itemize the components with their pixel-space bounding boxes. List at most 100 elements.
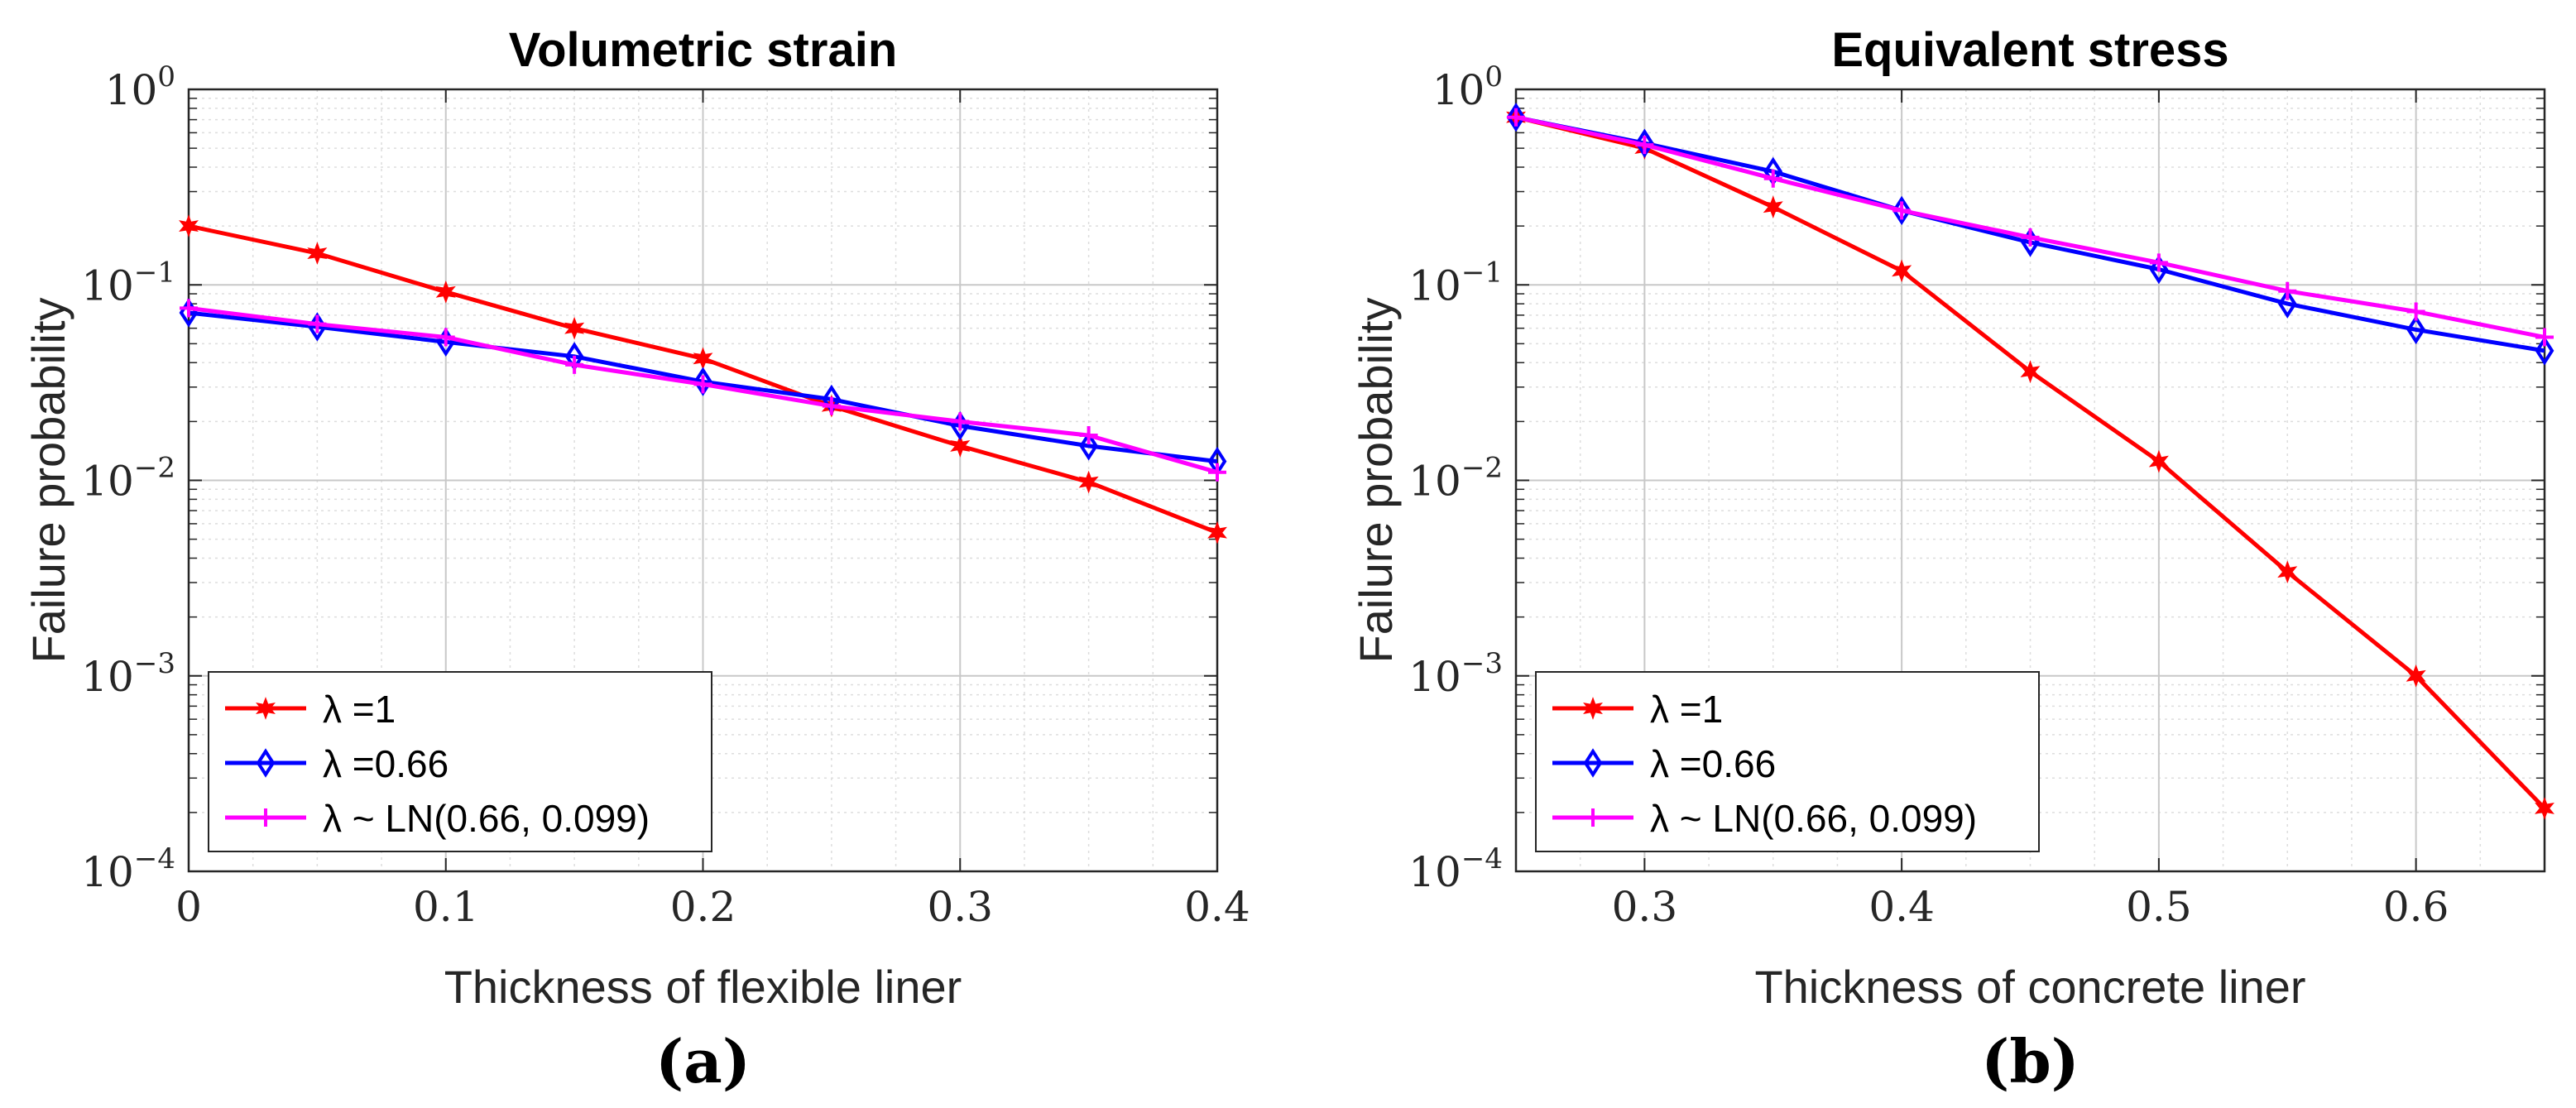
y-tick-label: 10−4 — [1408, 842, 1503, 896]
data-point — [564, 316, 585, 340]
y-tick-base: 10 — [105, 66, 158, 114]
data-point — [693, 375, 712, 394]
chart-title: Volumetric strain — [509, 23, 898, 77]
y-tick-exponent: −1 — [1461, 256, 1503, 289]
legend-item: λ ~ LN(0.66, 0.099) — [1552, 797, 1977, 840]
x-tick-label: 0.3 — [927, 883, 993, 931]
y-tick-exponent: −2 — [1461, 452, 1503, 485]
series-2 — [180, 299, 1226, 482]
y-tick-exponent: −1 — [134, 256, 175, 289]
y-tick-base: 10 — [1408, 653, 1461, 701]
data-point — [1208, 463, 1226, 482]
panel-caption: (b) — [1981, 1026, 2079, 1096]
data-point — [1207, 520, 1227, 544]
data-point — [1892, 201, 1912, 220]
y-tick-base: 10 — [81, 261, 134, 309]
legend-marker — [256, 748, 276, 778]
y-tick-base: 10 — [1408, 458, 1461, 506]
data-point — [2406, 302, 2425, 321]
data-point — [1079, 431, 1099, 461]
y-tick-label: 10−4 — [81, 842, 175, 896]
data-point — [822, 396, 841, 415]
data-point — [1763, 169, 1782, 188]
data-point — [179, 214, 199, 237]
legend: λ =1 λ =0.66 λ ~ LN(0.66, 0.099) — [208, 671, 712, 852]
y-axis-label: Failure probability — [22, 298, 74, 664]
data-point — [2406, 664, 2426, 688]
data-point — [1078, 470, 1099, 494]
data-point — [308, 314, 327, 333]
y-tick-exponent: −3 — [134, 647, 175, 680]
y-tick-base: 10 — [1408, 848, 1461, 896]
data-point — [180, 299, 198, 318]
y-tick-base: 10 — [81, 653, 134, 701]
legend-item: λ ~ LN(0.66, 0.099) — [225, 797, 650, 840]
data-point — [2535, 328, 2554, 347]
y-tick-label: 100 — [105, 60, 175, 114]
x-tick-label: 0.5 — [2126, 883, 2192, 931]
data-point — [2149, 253, 2168, 272]
legend-label: λ ~ LN(0.66, 0.099) — [1650, 797, 1977, 840]
legend-item: λ =0.66 — [225, 742, 449, 785]
data-point — [2148, 449, 2169, 473]
legend-label: λ =0.66 — [1650, 742, 1776, 785]
legend-item: λ =0.66 — [1552, 742, 1776, 785]
data-point — [436, 328, 455, 347]
legend-label: λ =1 — [1650, 688, 1723, 731]
series-0 — [1506, 105, 2554, 820]
x-tick-label: 0 — [175, 883, 202, 931]
x-tick-label: 0.6 — [2383, 883, 2449, 931]
legend-label: λ =0.66 — [323, 742, 449, 785]
data-point — [950, 434, 971, 458]
data-point — [1892, 259, 1912, 283]
x-axis-label: Thickness of flexible liner — [444, 961, 962, 1013]
data-point — [307, 242, 328, 265]
y-tick-exponent: −2 — [134, 452, 175, 485]
y-tick-base: 10 — [81, 458, 134, 506]
data-point — [2278, 281, 2297, 300]
y-tick-base: 10 — [1408, 261, 1461, 309]
y-tick-base: 10 — [1432, 66, 1485, 114]
chart-title: Equivalent stress — [1831, 23, 2228, 77]
x-tick-label: 0.1 — [413, 883, 479, 931]
legend-label: λ =1 — [323, 688, 396, 731]
legend-marker — [1584, 808, 1602, 827]
data-point — [1635, 136, 1654, 155]
data-point — [565, 355, 584, 374]
legend-marker — [1583, 697, 1603, 720]
x-tick-label: 0.4 — [1868, 883, 1935, 931]
legend-item: λ =1 — [225, 688, 396, 731]
y-tick-label: 10−3 — [81, 647, 175, 701]
y-tick-base: 10 — [81, 848, 134, 896]
legend-marker — [257, 808, 275, 827]
x-tick-label: 0.4 — [1184, 883, 1250, 931]
y-tick-label: 10−1 — [1408, 256, 1503, 309]
x-tick-label: 0.3 — [1612, 883, 1678, 931]
data-point — [435, 280, 456, 304]
x-tick-label: 0.2 — [670, 883, 736, 931]
data-point — [1763, 195, 1783, 219]
legend-label: λ ~ LN(0.66, 0.099) — [323, 797, 650, 840]
data-point — [2535, 336, 2554, 366]
legend: λ =1 λ =0.66 λ ~ LN(0.66, 0.099) — [1535, 671, 2040, 852]
data-point — [2277, 289, 2297, 319]
legend-item: λ =1 — [1552, 688, 1723, 731]
y-tick-exponent: 0 — [1485, 60, 1503, 94]
legend-marker — [256, 697, 276, 720]
data-point — [1634, 128, 1654, 158]
y-axis-label: Failure probability — [1350, 298, 1402, 664]
y-tick-label: 10−2 — [1408, 452, 1503, 506]
series-2 — [1507, 108, 2554, 347]
y-tick-exponent: 0 — [157, 60, 175, 94]
x-axis-label: Thickness of concrete liner — [1754, 961, 2305, 1013]
data-point — [1507, 108, 1525, 127]
data-point — [1506, 103, 1526, 132]
data-point — [2277, 560, 2298, 584]
data-point — [2021, 228, 2040, 247]
data-point — [2406, 314, 2426, 345]
y-tick-exponent: −4 — [134, 842, 175, 875]
data-point — [951, 412, 970, 431]
